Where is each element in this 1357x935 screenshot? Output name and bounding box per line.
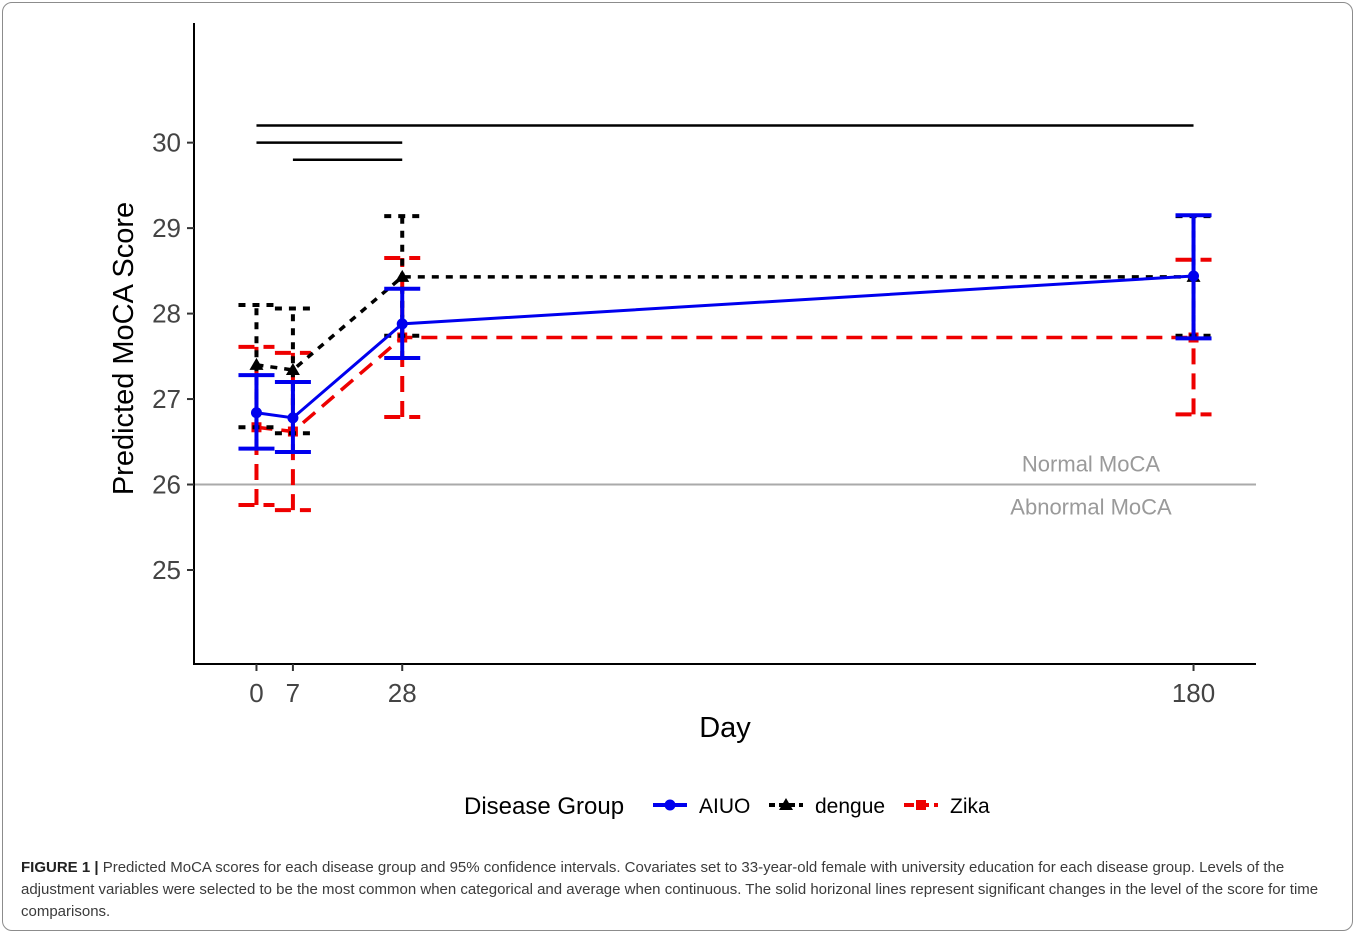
point-aiuo-7 [287,412,299,424]
y-tick-label-30: 30 [152,128,181,158]
reference-label-below: Abnormal MoCA [1010,495,1172,520]
legend-marker-zika [916,800,926,810]
series-line-dengue [256,275,1194,372]
point-dengue-0 [249,357,264,370]
x-tick-label-7: 7 [286,678,300,708]
x-tick-label-180: 180 [1172,678,1215,708]
legend-marker-aiuo [664,799,676,811]
reference-label-above: Normal MoCA [1022,452,1160,477]
legend-marker-dengue [779,798,793,810]
point-dengue-7 [285,362,300,375]
legend-label-aiuo: AIUO [699,795,750,818]
x-axis-title: Day [699,712,751,744]
point-aiuo-0 [250,407,262,419]
y-tick-label-27: 27 [152,384,181,414]
y-tick-label-26: 26 [152,470,181,500]
point-aiuo-180 [1188,270,1200,282]
y-tick-label-29: 29 [152,213,181,243]
figure-caption: FIGURE 1 | Predicted MoCA scores for eac… [21,857,1336,923]
legend-label-dengue: dengue [815,795,885,818]
y-axis-title: Predicted MoCA Score [108,202,140,495]
series-line-aiuo [256,274,1194,420]
y-tick-label-25: 25 [152,555,181,585]
x-tick-label-0: 0 [249,678,263,708]
caption-label: FIGURE 1 | [21,859,99,876]
legend-label-zika: Zika [950,795,990,818]
legend-title: Disease Group [464,793,624,820]
y-tick-label-28: 28 [152,299,181,329]
point-aiuo-28 [396,318,408,330]
moca-chart: Normal MoCA Abnormal MoCA 25 26 27 28 29 30 0 7 28… [108,23,1256,820]
point-dengue-28 [395,269,410,282]
x-tick-label-28: 28 [388,678,417,708]
series-line-zika [256,335,1194,434]
caption-text: Predicted MoCA scores for each disease g… [21,859,1319,920]
